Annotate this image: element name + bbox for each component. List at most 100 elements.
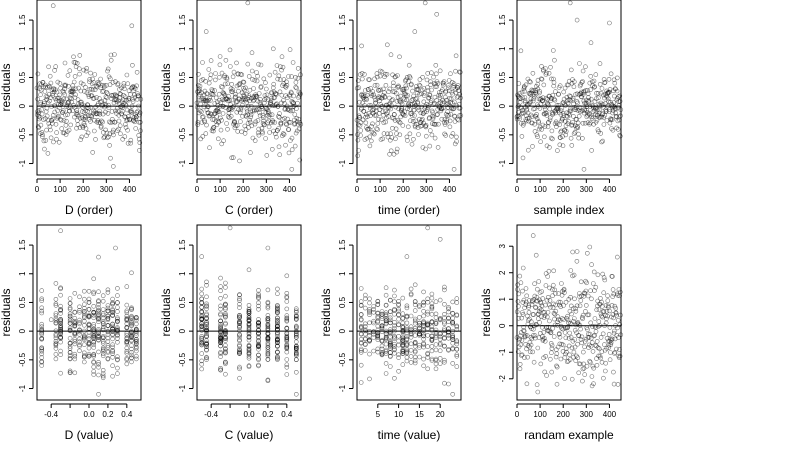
data-point (78, 137, 83, 142)
data-point (110, 309, 115, 315)
data-point (548, 304, 553, 310)
data-point (62, 60, 68, 66)
data-point (548, 65, 553, 70)
data-point (270, 103, 276, 108)
data-point (442, 328, 447, 334)
data-point (616, 103, 622, 108)
data-point (58, 335, 63, 341)
data-point (383, 302, 389, 308)
data-point (516, 114, 522, 119)
data-point (237, 312, 242, 318)
data-point (246, 331, 252, 337)
data-point (96, 335, 101, 340)
data-point (591, 365, 597, 371)
data-point (613, 310, 619, 316)
data-point (384, 72, 390, 77)
data-point (406, 62, 412, 68)
y-tick-label: 1.5 (498, 14, 507, 26)
data-point (562, 376, 567, 381)
data-point (134, 337, 139, 342)
data-point (404, 342, 410, 347)
data-point (530, 98, 536, 104)
data-point (124, 341, 130, 346)
data-point (567, 106, 573, 112)
data-point (598, 296, 603, 301)
data-point (382, 74, 387, 79)
data-point (601, 77, 607, 82)
data-point (243, 85, 248, 91)
data-point (246, 93, 252, 98)
data-point (265, 378, 271, 384)
data-point (270, 85, 276, 90)
data-point (558, 356, 564, 362)
data-point (223, 57, 229, 63)
x-tick-label: 0 (35, 185, 40, 194)
data-point (44, 113, 50, 119)
data-point (60, 108, 66, 113)
data-point (578, 91, 584, 97)
data-point (545, 327, 550, 333)
data-point (86, 345, 92, 351)
data-point (288, 90, 294, 96)
data-point (42, 101, 47, 106)
data-point (218, 303, 223, 309)
data-point (603, 101, 608, 106)
data-point (67, 305, 73, 311)
data-point (134, 83, 139, 89)
data-point (576, 131, 581, 137)
data-point (576, 114, 582, 119)
data-point (366, 126, 372, 132)
data-point (448, 96, 454, 102)
data-point (58, 339, 63, 345)
data-point (565, 114, 570, 119)
data-point (55, 113, 61, 119)
data-point (582, 120, 588, 126)
data-point (422, 0, 428, 6)
y-tick-label: -0.5 (338, 127, 347, 141)
data-point (275, 337, 280, 343)
data-point (599, 299, 604, 305)
data-point (374, 126, 379, 131)
data-point (58, 320, 63, 326)
data-point (611, 103, 616, 109)
data-point (288, 120, 293, 125)
data-point (596, 95, 601, 101)
data-point (218, 329, 223, 335)
data-point (528, 319, 534, 325)
data-point (36, 114, 42, 119)
data-point (66, 84, 71, 89)
data-point (537, 320, 542, 325)
data-point (387, 137, 393, 143)
data-point (566, 118, 571, 124)
data-point (254, 70, 259, 75)
data-point (223, 314, 228, 320)
data-point (578, 337, 584, 342)
data-point (412, 308, 418, 313)
data-point (237, 318, 242, 324)
data-point (95, 80, 101, 85)
data-point (67, 68, 73, 73)
data-point (276, 126, 281, 131)
data-point (105, 344, 111, 350)
data-point (558, 129, 564, 135)
data-point (93, 137, 98, 142)
data-point (100, 298, 106, 304)
data-point (610, 294, 616, 299)
data-point (369, 124, 374, 129)
data-point (246, 95, 252, 100)
data-point (293, 75, 298, 80)
data-point (547, 145, 552, 150)
plot-frame (356, 224, 462, 401)
data-point (454, 341, 460, 347)
data-point (203, 29, 209, 34)
data-point (110, 344, 115, 350)
data-point (129, 321, 134, 327)
data-point (408, 354, 414, 359)
data-point (412, 354, 418, 360)
data-point (547, 298, 553, 303)
data-point (404, 85, 409, 91)
data-point (284, 313, 290, 318)
data-point (124, 284, 130, 289)
data-point (124, 339, 130, 345)
data-point (268, 98, 274, 103)
